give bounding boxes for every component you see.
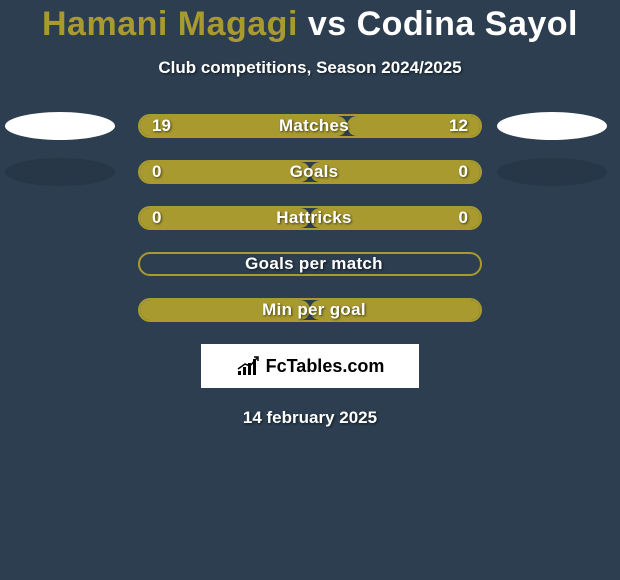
stat-row: Min per goal [0, 298, 620, 322]
bar-fill-left [140, 162, 310, 182]
stat-value-left: 19 [152, 116, 171, 136]
stat-label: Matches [279, 116, 349, 136]
subtitle: Club competitions, Season 2024/2025 [0, 58, 620, 78]
right-ellipse-icon [497, 158, 607, 186]
stat-bar: Min per goal [138, 298, 482, 322]
stat-label: Min per goal [262, 300, 366, 320]
page-title: Hamani Magagi vs Codina Sayol [0, 5, 620, 44]
stat-value-right: 0 [459, 208, 468, 228]
stat-bar: 0 Goals 0 [138, 160, 482, 184]
stat-row: 0 Goals 0 [0, 160, 620, 184]
logo-text: FcTables.com [266, 356, 385, 377]
right-ellipse-icon [497, 112, 607, 140]
stat-row: 19 Matches 12 [0, 114, 620, 138]
logo-icon [236, 355, 262, 377]
stat-label: Goals per match [245, 254, 383, 274]
stat-label: Goals [290, 162, 339, 182]
infographic-container: Hamani Magagi vs Codina Sayol Club compe… [0, 0, 620, 428]
left-ellipse-icon [5, 158, 115, 186]
stat-bar: 19 Matches 12 [138, 114, 482, 138]
date-text: 14 february 2025 [0, 408, 620, 428]
stat-row: 0 Hattricks 0 [0, 206, 620, 230]
left-ellipse-icon [5, 112, 115, 140]
player1-name: Hamani Magagi [42, 5, 298, 43]
stat-rows: 19 Matches 12 0 Goals 0 0 Hattricks 0 Goals per m… [0, 114, 620, 322]
stat-value-right: 12 [449, 116, 468, 136]
stat-value-right: 0 [459, 162, 468, 182]
stat-bar: Goals per match [138, 252, 482, 276]
stat-label: Hattricks [276, 208, 351, 228]
stat-bar: 0 Hattricks 0 [138, 206, 482, 230]
vs-text: vs [298, 5, 357, 43]
logo-box: FcTables.com [201, 344, 419, 388]
stat-value-left: 0 [152, 162, 161, 182]
stat-value-left: 0 [152, 208, 161, 228]
stat-row: Goals per match [0, 252, 620, 276]
player2-name: Codina Sayol [357, 5, 578, 43]
